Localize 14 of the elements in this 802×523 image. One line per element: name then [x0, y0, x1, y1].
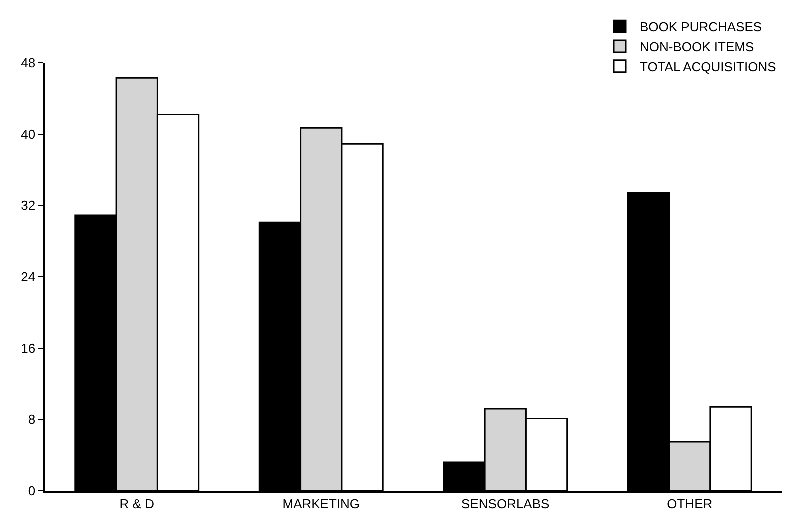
legend-label: NON-BOOK ITEMS: [640, 40, 754, 55]
y-tick-label: 48: [21, 56, 36, 71]
y-tick-label: 40: [21, 126, 36, 142]
y-tick-label: 0: [28, 484, 36, 499]
y-tick-label: 32: [21, 198, 36, 214]
y-tick-label: 8: [28, 412, 36, 428]
y-tick-label: 16: [21, 340, 36, 356]
x-tick-label: MARKETING: [282, 496, 360, 512]
x-tick-label: R & D: [120, 496, 154, 512]
legend-label: BOOK PURCHASES: [640, 20, 762, 35]
x-tick-label: SENSORLABS: [462, 496, 550, 512]
legend-label: TOTAL ACQUISITIONS: [640, 59, 777, 74]
y-tick-label: 24: [21, 270, 36, 285]
x-tick-label: OTHER: [667, 496, 713, 512]
